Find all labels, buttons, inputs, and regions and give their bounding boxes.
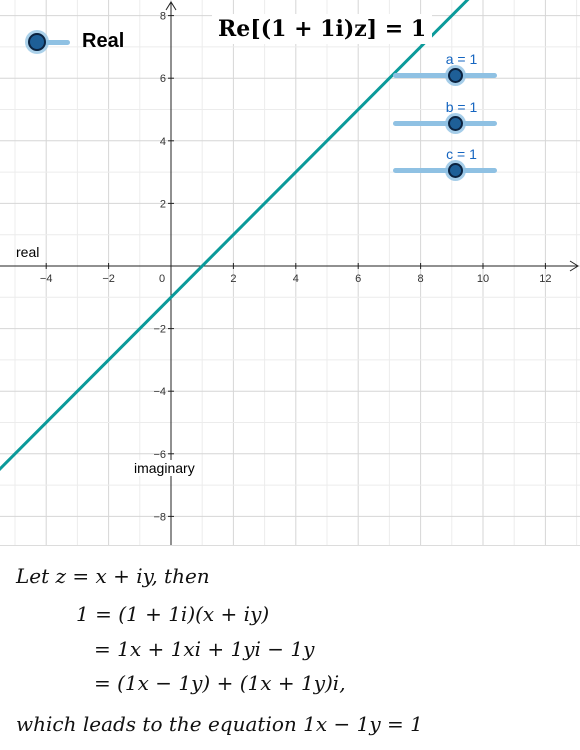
x-tick-label: 4 — [293, 273, 299, 285]
slider-a-knob[interactable] — [448, 68, 463, 83]
y-tick-label: 2 — [160, 198, 166, 210]
slider-b[interactable]: b = 1 — [393, 99, 497, 131]
y-tick-label: −8 — [153, 511, 166, 523]
derivation-line-2: 1 = (1 + 1i)(x + iy) — [76, 602, 270, 626]
x-tick-label: −2 — [102, 273, 115, 285]
slider-b-knob[interactable] — [448, 116, 463, 131]
y-tick-label: 4 — [160, 136, 166, 148]
slider-b-track[interactable] — [393, 121, 497, 126]
slider-b-label: b = 1 — [445, 99, 478, 115]
slider-c-label: c = 1 — [446, 146, 477, 162]
y-axis-arrow-icon — [165, 1, 177, 11]
plot-lines[interactable] — [0, 0, 577, 485]
slider-c-track[interactable] — [393, 168, 497, 173]
derivation-line-5: which leads to the equation 1x − 1y = 1 — [16, 712, 423, 736]
y-tick-label: 8 — [160, 11, 166, 23]
slider-c-knob[interactable] — [448, 163, 463, 178]
graph-canvas[interactable]: −4 −2 0 2 4 6 8 10 12 −8 −6 −4 −2 2 4 6 8 — [0, 0, 580, 545]
imaginary-axis-name: imaginary — [134, 460, 195, 476]
derivation-line-4: = (1x − 1y) + (1x + 1y)i, — [94, 671, 346, 695]
x-tick-label: 6 — [355, 273, 361, 285]
slider-a-label: a = 1 — [445, 51, 478, 67]
slider-a-track[interactable] — [393, 73, 497, 78]
x-tick-label: 12 — [539, 273, 551, 285]
axes — [0, 1, 579, 545]
derivation-line-1: Let z = x + iy, then — [16, 564, 210, 588]
slider-c[interactable]: c = 1 — [393, 146, 497, 178]
y-tick-label: −6 — [153, 449, 166, 461]
x-axis-arrow-icon — [569, 260, 579, 272]
y-tick-label: −4 — [153, 386, 166, 398]
x-tick-label: 10 — [477, 273, 489, 285]
grid-lines — [0, 0, 580, 545]
x-tick-label: 0 — [159, 273, 165, 285]
x-tick-label: 8 — [418, 273, 424, 285]
real-line[interactable] — [0, 0, 577, 485]
equation-title: Re[(1 + 1i)z] = 1 — [212, 14, 433, 44]
x-tick-label: 2 — [230, 273, 236, 285]
y-tick-label: 6 — [160, 73, 166, 85]
y-tick-label: −2 — [153, 324, 166, 336]
divider — [0, 545, 580, 546]
real-axis-name: real — [16, 244, 40, 260]
tick-labels: −4 −2 0 2 4 6 8 10 12 −8 −6 −4 −2 2 4 6 8 — [40, 11, 552, 524]
legend-label: Real — [82, 30, 125, 52]
legend-toggle-icon[interactable] — [28, 32, 72, 52]
derivation-line-3: = 1x + 1xi + 1yi − 1y — [94, 637, 315, 661]
x-tick-label: −4 — [40, 273, 53, 285]
legend-real[interactable]: Real — [28, 30, 124, 53]
slider-a[interactable]: a = 1 — [393, 51, 497, 83]
